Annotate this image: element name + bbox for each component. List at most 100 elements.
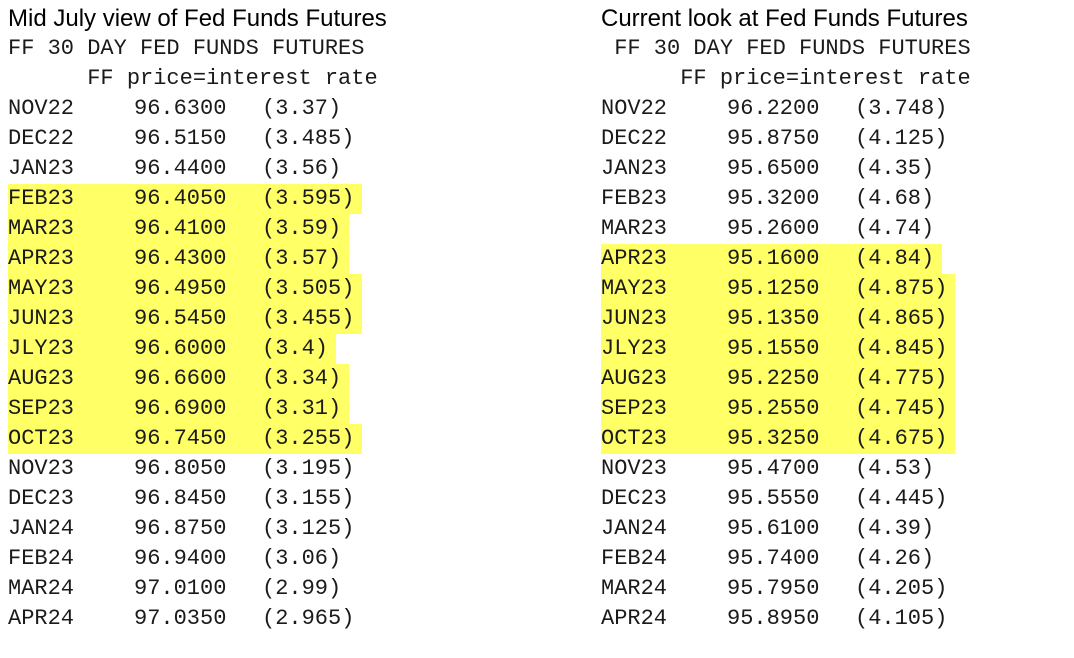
futures-price: 95.4700: [727, 456, 820, 481]
futures-price: 96.4400: [134, 156, 227, 181]
table-row: APR23 96.4300 (3.57): [8, 244, 387, 274]
implied-rate: (3.748): [855, 96, 948, 121]
futures-price: 96.4950: [134, 276, 227, 301]
table-row: APR24 95.8950 (4.105): [601, 604, 971, 634]
row-band: NOV23 95.4700 (4.53): [601, 454, 934, 484]
futures-table: NOV22 96.6300 (3.37) DEC22 96.5150 (3.485) JAN…: [8, 94, 387, 634]
table-row: JAN24 95.6100 (4.39): [601, 514, 971, 544]
table-row: NOV22 96.6300 (3.37): [8, 94, 387, 124]
highlighted-row-band: SEP23 96.6900 (3.31): [8, 394, 350, 424]
futures-price: 95.1600: [727, 246, 820, 271]
contract-month: FEB23: [601, 186, 668, 211]
futures-price: 95.8950: [727, 606, 820, 631]
row-band: JAN24 95.6100 (4.39): [601, 514, 934, 544]
futures-price: 95.2600: [727, 216, 820, 241]
table-row: FEB23 96.4050 (3.595): [8, 184, 387, 214]
row-band: NOV23 96.8050 (3.195): [8, 454, 354, 484]
implied-rate: (3.455): [262, 306, 355, 331]
contract-month: MAR23: [601, 216, 668, 241]
panel-current: Current look at Fed Funds Futures FF 30 …: [601, 0, 971, 634]
highlighted-row-band: JLY23 95.1550 (4.845): [601, 334, 956, 364]
futures-price: 95.7400: [727, 546, 820, 571]
contract-month: APR24: [8, 606, 75, 631]
futures-price: 96.4300: [134, 246, 227, 271]
futures-price: 97.0350: [134, 606, 227, 631]
implied-rate: (4.26): [855, 546, 935, 571]
table-row: JAN23 95.6500 (4.35): [601, 154, 971, 184]
implied-rate: (4.53): [855, 456, 935, 481]
row-band: MAR24 97.0100 (2.99): [8, 574, 341, 604]
futures-price: 96.5150: [134, 126, 227, 151]
row-band: FEB24 96.9400 (3.06): [8, 544, 341, 574]
contract-month: APR23: [8, 246, 75, 271]
implied-rate: (2.99): [262, 576, 342, 601]
row-band: DEC23 95.5550 (4.445): [601, 484, 947, 514]
table-row: JUN23 96.5450 (3.455): [8, 304, 387, 334]
implied-rate: (4.445): [855, 486, 948, 511]
table-row: DEC23 96.8450 (3.155): [8, 484, 387, 514]
table-row: OCT23 95.3250 (4.675): [601, 424, 971, 454]
table-row: SEP23 96.6900 (3.31): [8, 394, 387, 424]
implied-rate: (4.775): [855, 366, 948, 391]
table-row: SEP23 95.2550 (4.745): [601, 394, 971, 424]
table-header-line-2: FF price=interest rate: [601, 66, 971, 91]
contract-month: DEC22: [601, 126, 668, 151]
futures-price: 95.6100: [727, 516, 820, 541]
contract-month: FEB24: [601, 546, 668, 571]
table-row: JAN24 96.8750 (3.125): [8, 514, 387, 544]
highlighted-row-band: OCT23 96.7450 (3.255): [8, 424, 363, 454]
implied-rate: (3.37): [262, 96, 342, 121]
row-band: JAN23 96.4400 (3.56): [8, 154, 341, 184]
table-row: AUG23 95.2250 (4.775): [601, 364, 971, 394]
implied-rate: (3.59): [262, 216, 342, 241]
highlighted-row-band: MAR23 96.4100 (3.59): [8, 214, 350, 244]
futures-price: 96.6300: [134, 96, 227, 121]
table-row: JLY23 96.6000 (3.4): [8, 334, 387, 364]
futures-table: NOV22 96.2200 (3.748) DEC22 95.8750 (4.125) JA…: [601, 94, 971, 634]
table-row: DEC22 96.5150 (3.485): [8, 124, 387, 154]
highlighted-row-band: JUN23 96.5450 (3.455): [8, 304, 363, 334]
row-band: FEB23 95.3200 (4.68): [601, 184, 934, 214]
implied-rate: (3.255): [262, 426, 355, 451]
contract-month: JAN23: [8, 156, 75, 181]
contract-month: SEP23: [8, 396, 75, 421]
futures-price: 96.6600: [134, 366, 227, 391]
table-row: MAR23 96.4100 (3.59): [8, 214, 387, 244]
contract-month: MAR23: [8, 216, 75, 241]
highlighted-row-band: AUG23 95.2250 (4.775): [601, 364, 956, 394]
table-row: JLY23 95.1550 (4.845): [601, 334, 971, 364]
futures-price: 96.9400: [134, 546, 227, 571]
contract-month: SEP23: [601, 396, 668, 421]
implied-rate: (3.125): [262, 516, 355, 541]
futures-price: 95.1350: [727, 306, 820, 331]
implied-rate: (2.965): [262, 606, 355, 631]
table-row: NOV23 95.4700 (4.53): [601, 454, 971, 484]
panel-title: Mid July view of Fed Funds Futures: [8, 5, 387, 32]
row-band: DEC22 96.5150 (3.485): [8, 124, 354, 154]
implied-rate: (4.675): [855, 426, 948, 451]
contract-month: AUG23: [8, 366, 75, 391]
highlighted-row-band: OCT23 95.3250 (4.675): [601, 424, 956, 454]
contract-month: JLY23: [8, 336, 75, 361]
highlighted-row-band: FEB23 96.4050 (3.595): [8, 184, 363, 214]
futures-price: 95.5550: [727, 486, 820, 511]
futures-price: 95.3250: [727, 426, 820, 451]
futures-price: 96.6900: [134, 396, 227, 421]
table-row: OCT23 96.7450 (3.255): [8, 424, 387, 454]
implied-rate: (4.74): [855, 216, 935, 241]
futures-price: 95.1250: [727, 276, 820, 301]
implied-rate: (4.84): [855, 246, 935, 271]
futures-price: 95.2550: [727, 396, 820, 421]
table-row: MAR23 95.2600 (4.74): [601, 214, 971, 244]
implied-rate: (4.39): [855, 516, 935, 541]
contract-month: DEC22: [8, 126, 75, 151]
futures-price: 96.7450: [134, 426, 227, 451]
futures-price: 96.4100: [134, 216, 227, 241]
implied-rate: (3.195): [262, 456, 355, 481]
implied-rate: (4.745): [855, 396, 948, 421]
implied-rate: (3.505): [262, 276, 355, 301]
table-row: DEC23 95.5550 (4.445): [601, 484, 971, 514]
highlighted-row-band: JUN23 95.1350 (4.865): [601, 304, 956, 334]
table-row: AUG23 96.6600 (3.34): [8, 364, 387, 394]
futures-price: 95.6500: [727, 156, 820, 181]
